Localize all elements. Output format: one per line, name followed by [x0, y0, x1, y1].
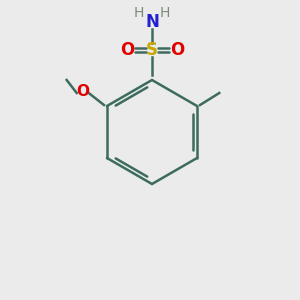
Text: O: O: [76, 85, 89, 100]
Text: S: S: [146, 41, 158, 59]
Text: O: O: [170, 41, 184, 59]
Text: H: H: [160, 6, 170, 20]
Text: H: H: [134, 6, 144, 20]
Text: O: O: [120, 41, 134, 59]
Text: N: N: [145, 13, 159, 31]
